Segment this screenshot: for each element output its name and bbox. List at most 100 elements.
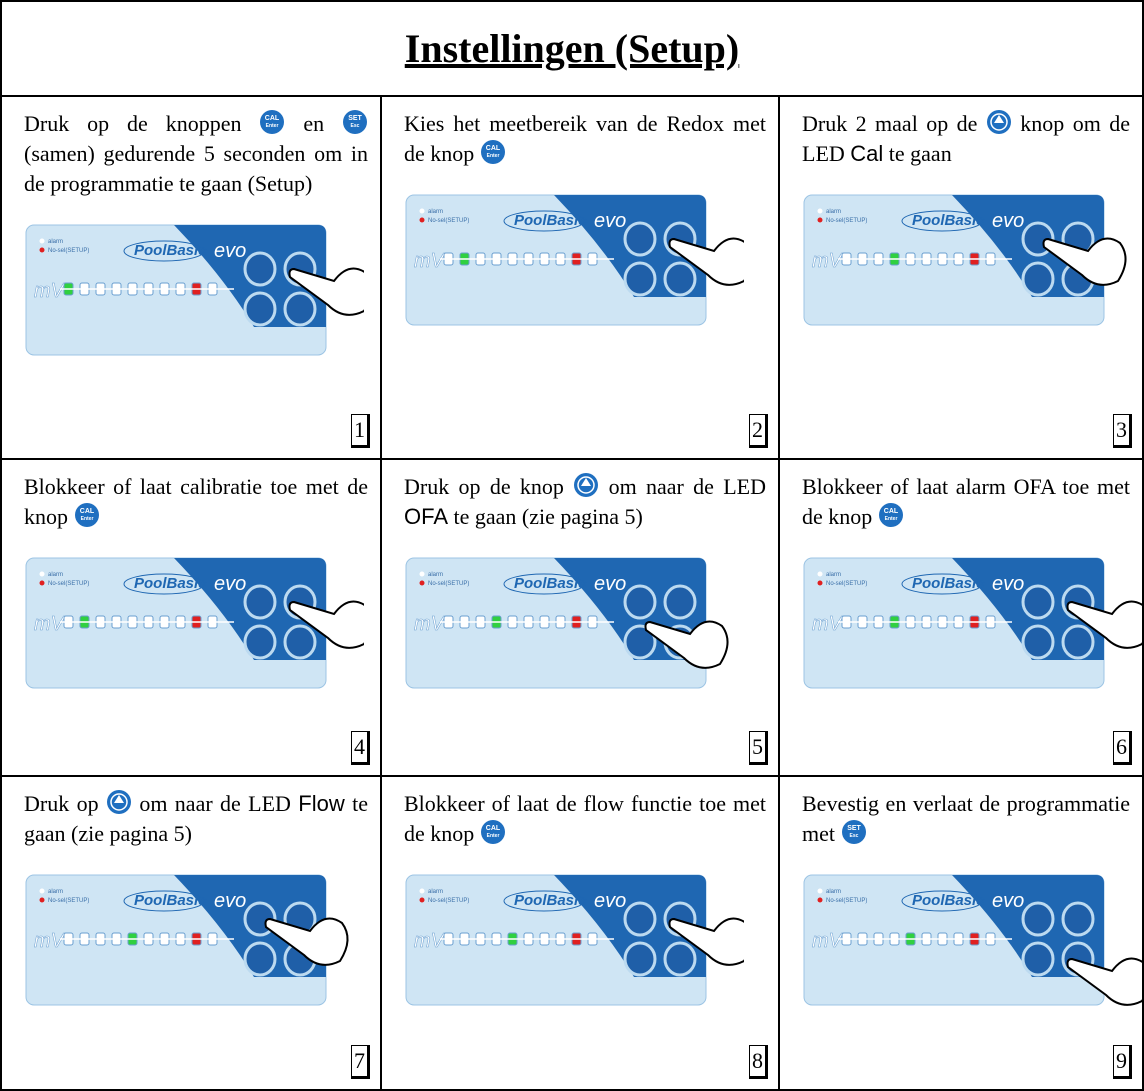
panel-button: [243, 584, 277, 620]
text-run: Blokkeer of laat calibratie toe met de k…: [24, 474, 368, 529]
step-text: Druk op de knoppen CAL Enter en SET Esc (s…: [24, 109, 368, 199]
panel-button: [1021, 624, 1055, 660]
hand: [1066, 957, 1142, 1006]
device-brand: PoolBasic: [912, 892, 985, 909]
panel-button: [623, 261, 657, 297]
button-ring: [577, 476, 595, 494]
panel-button: [623, 901, 657, 937]
step-cell: Druk op de knoppen CAL Enter en SET Esc (s…: [2, 97, 382, 460]
text-run: Bevestig en verlaat de programmatie met: [802, 791, 1130, 846]
status-led: [39, 571, 45, 577]
button-label: SET: [348, 115, 362, 122]
step-number: 4: [351, 731, 370, 765]
status-led: [419, 897, 425, 903]
status-label: No-sel(SETUP): [826, 218, 867, 224]
device-unit: mV: [812, 613, 844, 635]
button-label: Enter: [486, 833, 499, 839]
text-run: knop om de LED: [802, 111, 1130, 166]
text-run: te gaan (zie pagina 5): [448, 504, 643, 529]
device-unit: mV: [414, 930, 446, 952]
text-run: om naar de LED: [131, 791, 299, 816]
step-number: 2: [749, 414, 768, 448]
device-panel: PoolBasic evo alarm No-sel(SETUP) mV: [803, 874, 1142, 1006]
button-circle: [480, 820, 505, 844]
device-brand: PoolBasic: [912, 575, 985, 592]
text-run: Druk op de knoppen: [24, 111, 260, 136]
status-led: [817, 217, 823, 223]
text-run: Druk op de knop: [404, 474, 574, 499]
hand: [1066, 600, 1142, 649]
step-text: Blokkeer of laat calibratie toe met de k…: [24, 472, 368, 532]
status-led: [817, 571, 823, 577]
hand: [1042, 237, 1127, 286]
status-led: [39, 238, 45, 244]
text-run: Druk 2 maal op de: [802, 111, 986, 136]
step-number: 1: [351, 414, 370, 448]
button-circle: [343, 110, 367, 134]
panel-button: [623, 624, 657, 660]
hand: [264, 917, 349, 966]
panel-button: [243, 291, 277, 327]
panel-button: [283, 291, 317, 327]
status-label: alarm: [48, 239, 63, 245]
device-brand: PoolBasic: [134, 892, 207, 909]
status-label: No-sel(SETUP): [826, 898, 867, 904]
step-text: Druk 2 maal op de knop om de LED Cal te …: [802, 109, 1130, 169]
button-label: Esc: [849, 833, 858, 839]
brand-swoosh: [123, 890, 205, 912]
step-text: Blokkeer of laat de flow functie toe met…: [404, 789, 766, 849]
device-panel: PoolBasic evo alarm No-sel(SETUP) mV: [405, 874, 744, 1006]
step-cell: Kies het meetbereik van de Redox met de …: [382, 97, 780, 460]
status-led: [419, 217, 425, 223]
device-unit: mV: [34, 930, 66, 952]
text-run: te gaan: [883, 141, 952, 166]
panel-button: [283, 624, 317, 660]
brand-swoosh: [503, 573, 585, 595]
status-label: alarm: [48, 572, 63, 578]
status-led: [39, 888, 45, 894]
panel-button: [243, 251, 277, 287]
button-label: CAL: [79, 508, 94, 515]
button-circle: [878, 503, 903, 527]
hand: [668, 917, 744, 966]
device-model: evo: [594, 890, 626, 912]
device-panel: PoolBasic evo alarm No-sel(SETUP) mV: [25, 557, 364, 689]
title: Instellingen (Setup): [404, 26, 740, 71]
step-number: 8: [749, 1045, 768, 1079]
status-led: [39, 580, 45, 586]
button-label: Enter: [486, 153, 499, 159]
device-model: evo: [214, 573, 246, 595]
status-label: alarm: [826, 572, 841, 578]
brand-swoosh: [901, 573, 983, 595]
button-arrow: [993, 115, 1004, 123]
status-label: No-sel(SETUP): [48, 581, 89, 587]
text-run: Blokkeer of laat de flow functie toe met…: [404, 791, 766, 846]
panel-button: [663, 584, 697, 620]
button-label: Enter: [80, 516, 93, 522]
status-led: [419, 580, 425, 586]
device-panel: PoolBasic evo alarm No-sel(SETUP) mV: [803, 194, 1127, 326]
led-name: Flow: [298, 791, 345, 816]
panel-button: [243, 624, 277, 660]
status-label: No-sel(SETUP): [48, 248, 89, 254]
step-number: 6: [1113, 731, 1132, 765]
step-cell: Druk op de knop om naar de LED OFA te ga…: [382, 460, 780, 777]
device-model: evo: [992, 573, 1024, 595]
button-label: CAL: [265, 115, 280, 122]
button-circle: [480, 140, 505, 164]
text-run: en: [285, 111, 342, 136]
step-text: Kies het meetbereik van de Redox met de …: [404, 109, 766, 169]
brand-swoosh: [901, 210, 983, 232]
button-label: SET: [847, 825, 861, 832]
button-label: Esc: [351, 123, 360, 129]
device-unit: mV: [414, 613, 446, 635]
hand: [288, 267, 364, 316]
status-led: [39, 897, 45, 903]
button-label: CAL: [486, 145, 501, 152]
device-panel: PoolBasic evo alarm No-sel(SETUP) mV: [405, 557, 729, 689]
device-model: evo: [594, 573, 626, 595]
button-ring: [110, 793, 128, 811]
